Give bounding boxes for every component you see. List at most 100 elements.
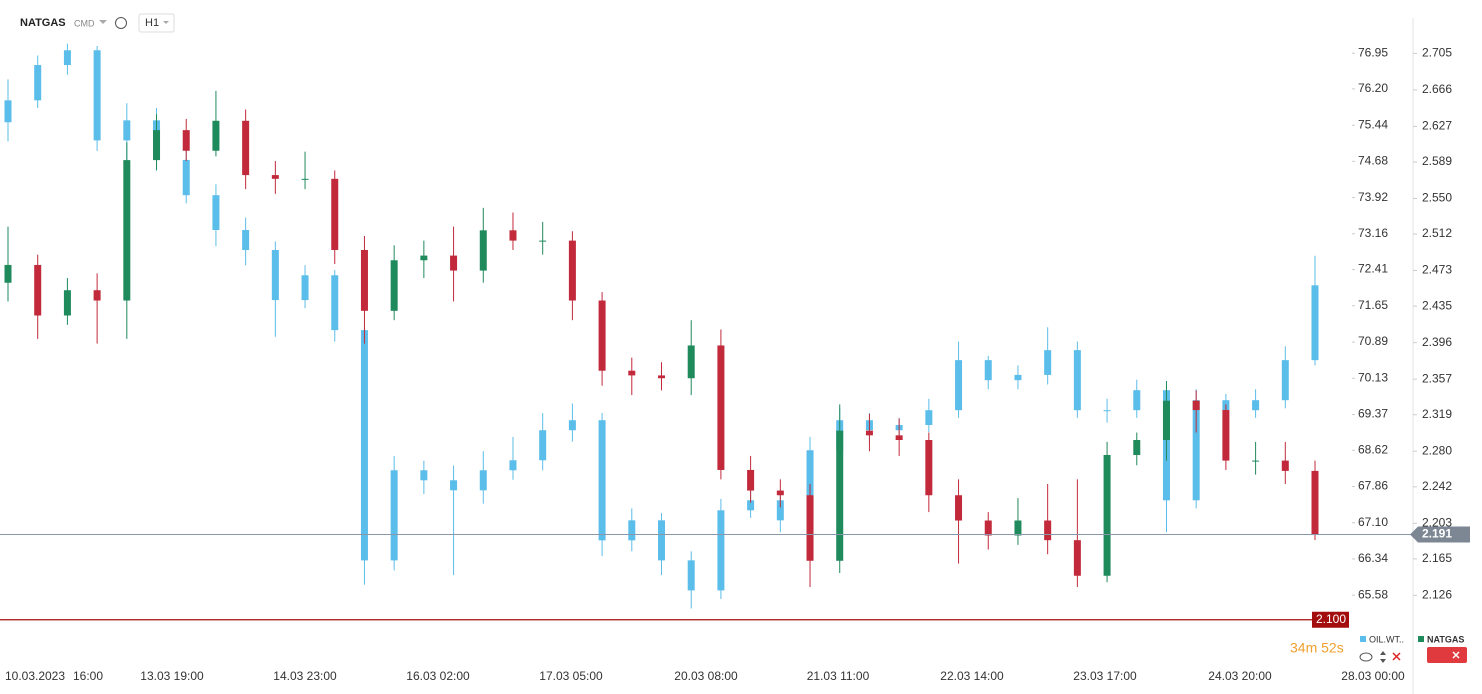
y2-tick-label: 2.627	[1422, 119, 1452, 133]
candle-body	[1311, 285, 1319, 361]
candle-body	[568, 240, 576, 301]
candle-body	[1073, 350, 1081, 411]
x-tick-label: 14.03 23:00	[273, 669, 337, 683]
x-tick-label: 24.03 20:00	[1208, 669, 1272, 683]
candle-body	[984, 360, 992, 381]
candle-body	[598, 300, 606, 371]
candle-body	[123, 120, 131, 141]
candle-body	[63, 50, 71, 66]
candle-body	[360, 249, 368, 311]
y-tick-label: 70.13	[1358, 370, 1388, 384]
candle-body	[539, 430, 547, 461]
candle-body	[1311, 470, 1319, 535]
y2-tick-label: 2.435	[1422, 298, 1452, 312]
candle-body	[479, 230, 487, 271]
candle-body	[1222, 410, 1230, 461]
y2-tick-label: 2.396	[1422, 335, 1452, 349]
candle-body	[34, 264, 42, 316]
y-tick-label: 70.89	[1358, 334, 1388, 348]
candle-body	[34, 65, 42, 101]
y-tick-label: 73.92	[1358, 190, 1388, 204]
y-tick-label: 74.68	[1358, 154, 1388, 168]
candle-body	[509, 460, 517, 471]
candle-body	[242, 120, 250, 176]
candle-body	[212, 120, 220, 151]
candle-body	[301, 275, 309, 301]
y-tick-label: 65.58	[1358, 587, 1388, 601]
candle-body	[1014, 520, 1022, 536]
dropdown-icon[interactable]	[99, 20, 107, 24]
candle-body	[1014, 374, 1022, 381]
candle-body	[1192, 400, 1200, 411]
candle-body	[1162, 400, 1170, 441]
eye-icon[interactable]	[1359, 652, 1373, 662]
legend-label: NATGAS	[1427, 634, 1464, 644]
candle-body	[776, 490, 784, 496]
y2-tick-label: 2.512	[1422, 226, 1452, 240]
candle-body	[63, 290, 71, 316]
x-tick-label: 16:00	[73, 669, 103, 683]
x-tick-label: 20.03 08:00	[674, 669, 738, 683]
legend-swatch	[1360, 636, 1366, 642]
legend-label: OIL.WT..	[1369, 634, 1404, 644]
candle-body	[568, 420, 576, 431]
candle-body	[1044, 520, 1052, 541]
candle-timer: 34m 52s	[1290, 640, 1344, 656]
y2-tick-label: 2.280	[1422, 443, 1452, 457]
y2-tick-label: 2.203	[1422, 515, 1452, 529]
candle-body	[182, 130, 190, 151]
info-icon[interactable]	[115, 17, 127, 29]
interval-selector[interactable]	[138, 13, 175, 33]
y2-tick-label: 2.357	[1422, 371, 1452, 385]
candle-body	[271, 250, 279, 301]
close-icon[interactable]	[1392, 652, 1401, 661]
candle-body	[4, 264, 12, 283]
order-icon[interactable]	[1380, 651, 1386, 663]
candle-body	[925, 440, 933, 496]
candle-body	[1281, 360, 1289, 401]
x-tick-label: 13.03 19:00	[140, 669, 204, 683]
candle-body	[747, 469, 755, 491]
y2-tick-label: 2.319	[1422, 407, 1452, 421]
candle-body	[687, 560, 695, 591]
candle-body	[93, 290, 101, 301]
y-tick-label: 76.95	[1358, 45, 1388, 59]
y2-tick-label: 2.666	[1422, 82, 1452, 96]
candle-body	[1133, 390, 1141, 411]
candle-body	[1252, 460, 1260, 462]
candle-body	[331, 178, 339, 250]
candle-body	[598, 420, 606, 541]
y2-tick-label: 2.242	[1422, 479, 1452, 493]
close-icon[interactable]	[1452, 651, 1460, 659]
y2-tick-label: 2.705	[1422, 46, 1452, 60]
y2-tick-label: 2.126	[1422, 588, 1452, 602]
candle-body	[836, 430, 844, 561]
y-tick-label: 66.34	[1358, 551, 1388, 565]
candle-body	[153, 130, 161, 161]
candle-body	[390, 260, 398, 311]
bottom-controls	[1359, 647, 1467, 663]
candle-body	[895, 435, 903, 441]
candle-body	[1103, 410, 1111, 412]
candle-body	[1073, 540, 1081, 576]
y2-tick-label: 2.589	[1422, 154, 1452, 168]
last-price-tag	[1410, 526, 1470, 543]
natgas-controls[interactable]	[1427, 647, 1467, 663]
candle-body	[1281, 460, 1289, 471]
candle-body	[1133, 440, 1141, 455]
candle-body	[1044, 350, 1052, 375]
candle-body	[717, 345, 725, 470]
candle-body	[1252, 400, 1260, 411]
candle-body	[1192, 400, 1200, 501]
candle-body	[955, 360, 963, 411]
candle-body	[271, 175, 279, 179]
last-price-label: 2.191	[1422, 527, 1452, 541]
candle-body	[984, 520, 992, 536]
candle-body	[242, 230, 250, 251]
y-tick-label: 67.86	[1358, 479, 1388, 493]
y2-tick-label: 2.165	[1422, 551, 1452, 565]
candle-body	[4, 100, 12, 123]
alert-label: 2.100	[1316, 612, 1346, 626]
x-tick-label: 21.03 11:00	[807, 669, 870, 683]
